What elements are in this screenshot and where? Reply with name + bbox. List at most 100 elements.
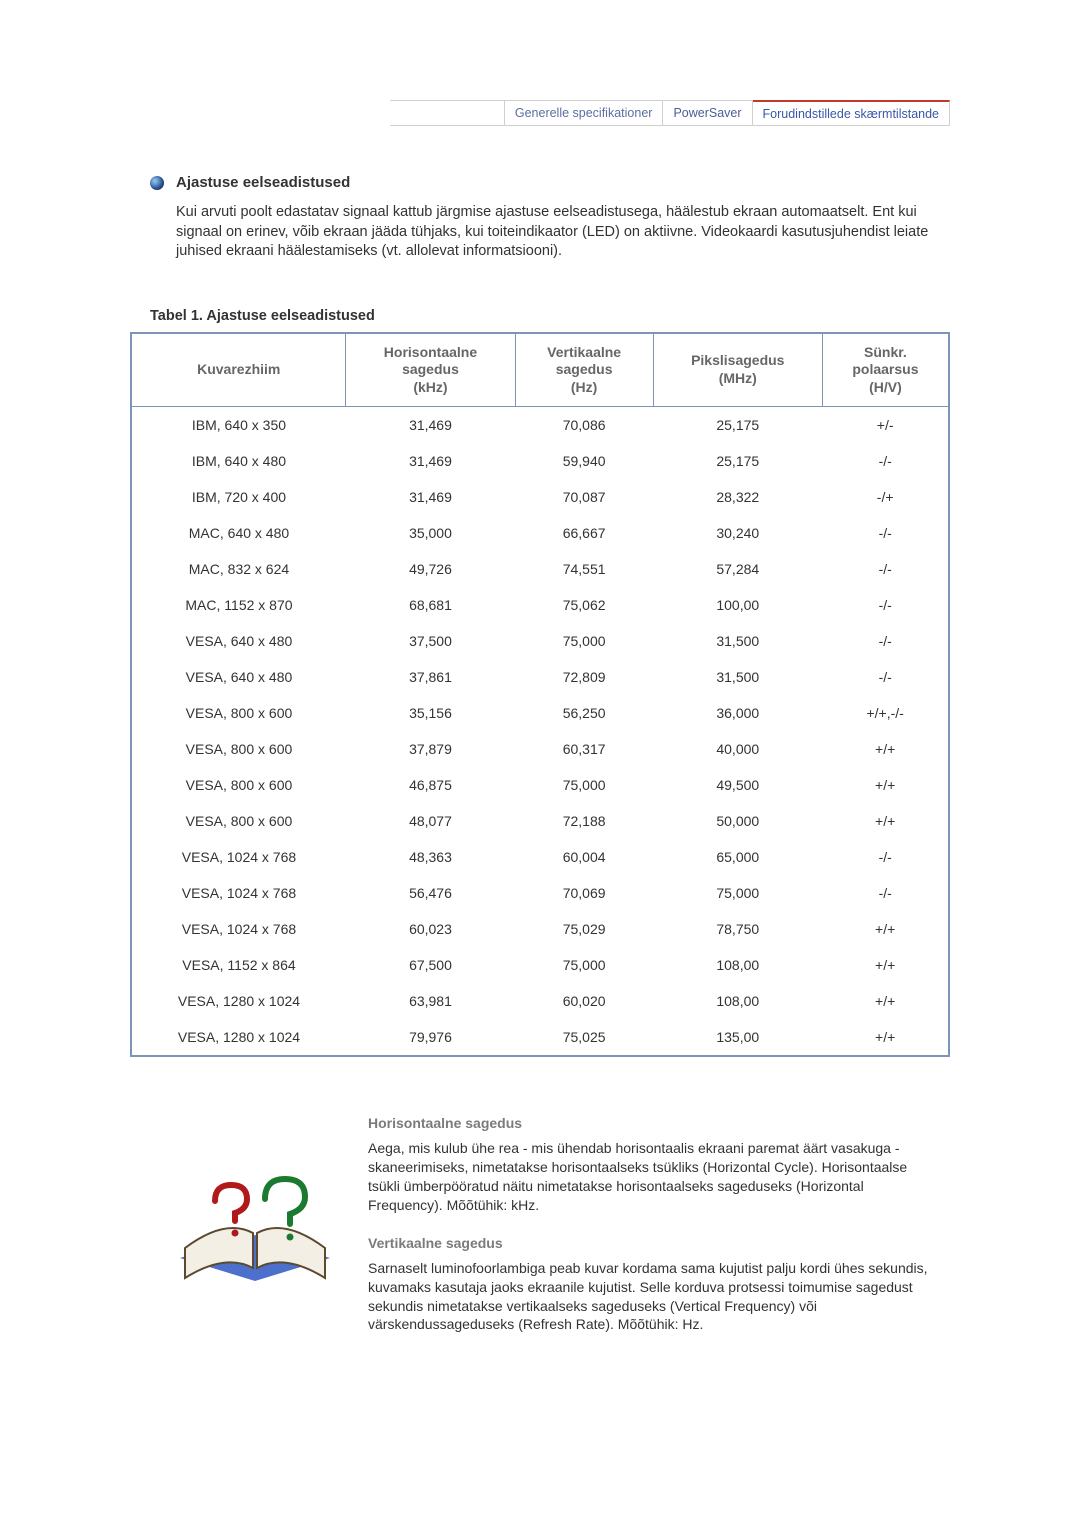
table-cell: 37,500 [346, 623, 515, 659]
table-cell: MAC, 1152 x 870 [131, 587, 346, 623]
table-cell: +/+ [822, 911, 949, 947]
table-cell: 75,000 [515, 947, 653, 983]
table-cell: 108,00 [653, 983, 822, 1019]
table-cell: 68,681 [346, 587, 515, 623]
table-cell: +/+ [822, 731, 949, 767]
table-cell: VESA, 1280 x 1024 [131, 1019, 346, 1056]
table-cell: 75,000 [515, 767, 653, 803]
hfreq-body: Aega, mis kulub ühe rea - mis ühendab ho… [368, 1139, 930, 1215]
table-row: VESA, 1280 x 102463,98160,020108,00+/+ [131, 983, 949, 1019]
table-row: VESA, 800 x 60048,07772,18850,000+/+ [131, 803, 949, 839]
table-cell: 48,077 [346, 803, 515, 839]
tab-powersaver[interactable]: PowerSaver [663, 101, 752, 125]
table-row: VESA, 1280 x 102479,97675,025135,00+/+ [131, 1019, 949, 1056]
table-cell: +/+ [822, 983, 949, 1019]
section-title: Ajastuse eelseadistused [176, 174, 350, 191]
table-cell: 72,809 [515, 659, 653, 695]
table-row: VESA, 640 x 48037,50075,00031,500-/- [131, 623, 949, 659]
table-cell: 63,981 [346, 983, 515, 1019]
table-cell: 60,004 [515, 839, 653, 875]
table-row: MAC, 1152 x 87068,68175,062100,00-/- [131, 587, 949, 623]
table-cell: 60,317 [515, 731, 653, 767]
table-cell: +/+ [822, 803, 949, 839]
table-cell: IBM, 640 x 480 [131, 443, 346, 479]
table-row: VESA, 1024 x 76848,36360,00465,000-/- [131, 839, 949, 875]
table-cell: VESA, 1024 x 768 [131, 875, 346, 911]
table-cell: -/- [822, 443, 949, 479]
tab-preset-modes[interactable]: Forudindstillede skærmtilstande [753, 100, 950, 125]
table-cell: 35,156 [346, 695, 515, 731]
table-row: VESA, 800 x 60037,87960,31740,000+/+ [131, 731, 949, 767]
table-cell: 49,726 [346, 551, 515, 587]
vfreq-title: Vertikaalne sagedus [368, 1235, 930, 1251]
table-cell: 25,175 [653, 407, 822, 444]
table-cell: 35,000 [346, 515, 515, 551]
table-cell: 60,023 [346, 911, 515, 947]
table-cell: 40,000 [653, 731, 822, 767]
table-cell: 37,879 [346, 731, 515, 767]
table-cell: IBM, 640 x 350 [131, 407, 346, 444]
table-header-row: Kuvarezhiim Horisontaalnesagedus(kHz) Ve… [131, 333, 949, 407]
table-row: VESA, 800 x 60035,15656,25036,000+/+,-/- [131, 695, 949, 731]
intro-paragraph: Kui arvuti poolt edastatav signaal kattu… [176, 203, 930, 262]
tab-general-spec[interactable]: Generelle specifikationer [504, 101, 664, 125]
table-cell: MAC, 832 x 624 [131, 551, 346, 587]
table-cell: 25,175 [653, 443, 822, 479]
table-cell: -/- [822, 551, 949, 587]
table-cell: 31,469 [346, 407, 515, 444]
table-cell: +/- [822, 407, 949, 444]
table-row: VESA, 1024 x 76860,02375,02978,750+/+ [131, 911, 949, 947]
col-pixel: Pikslisagedus(MHz) [653, 333, 822, 407]
table-cell: 67,500 [346, 947, 515, 983]
table-cell: VESA, 640 x 480 [131, 623, 346, 659]
table-cell: 57,284 [653, 551, 822, 587]
table-cell: VESA, 800 x 600 [131, 695, 346, 731]
table-cell: 31,500 [653, 623, 822, 659]
table-cell: VESA, 800 x 600 [131, 803, 346, 839]
table-cell: 56,250 [515, 695, 653, 731]
table-cell: -/- [822, 839, 949, 875]
bullet-icon [150, 176, 164, 190]
table-cell: +/+,-/- [822, 695, 949, 731]
table-cell: 37,861 [346, 659, 515, 695]
table-cell: 36,000 [653, 695, 822, 731]
table-caption: Tabel 1. Ajastuse eelseadistused [150, 308, 950, 324]
table-cell: +/+ [822, 1019, 949, 1056]
table-cell: 66,667 [515, 515, 653, 551]
table-cell: 75,062 [515, 587, 653, 623]
table-cell: 31,469 [346, 443, 515, 479]
table-cell: 30,240 [653, 515, 822, 551]
table-cell: -/- [822, 515, 949, 551]
table-row: VESA, 800 x 60046,87575,00049,500+/+ [131, 767, 949, 803]
table-cell: 78,750 [653, 911, 822, 947]
table-row: VESA, 1152 x 86467,50075,000108,00+/+ [131, 947, 949, 983]
timing-presets-table: Kuvarezhiim Horisontaalnesagedus(kHz) Ve… [130, 332, 950, 1058]
table-cell: 100,00 [653, 587, 822, 623]
table-cell: VESA, 1152 x 864 [131, 947, 346, 983]
table-cell: 70,086 [515, 407, 653, 444]
table-cell: 31,469 [346, 479, 515, 515]
table-row: VESA, 1024 x 76856,47670,06975,000-/- [131, 875, 949, 911]
table-cell: -/- [822, 875, 949, 911]
table-cell: 135,00 [653, 1019, 822, 1056]
table-row: VESA, 640 x 48037,86172,80931,500-/- [131, 659, 949, 695]
table-cell: IBM, 720 x 400 [131, 479, 346, 515]
col-vfreq: Vertikaalnesagedus(Hz) [515, 333, 653, 407]
table-cell: 56,476 [346, 875, 515, 911]
table-cell: 46,875 [346, 767, 515, 803]
table-cell: 59,940 [515, 443, 653, 479]
table-cell: VESA, 640 x 480 [131, 659, 346, 695]
table-cell: MAC, 640 x 480 [131, 515, 346, 551]
table-cell: 79,976 [346, 1019, 515, 1056]
table-cell: VESA, 1024 x 768 [131, 911, 346, 947]
table-row: MAC, 832 x 62449,72674,55157,284-/- [131, 551, 949, 587]
table-cell: -/- [822, 587, 949, 623]
table-cell: -/- [822, 659, 949, 695]
table-cell: 75,025 [515, 1019, 653, 1056]
table-row: IBM, 640 x 35031,46970,08625,175+/- [131, 407, 949, 444]
vfreq-body: Sarnaselt luminofoorlambiga peab kuvar k… [368, 1259, 930, 1335]
col-hfreq: Horisontaalnesagedus(kHz) [346, 333, 515, 407]
table-cell: +/+ [822, 947, 949, 983]
table-cell: 70,069 [515, 875, 653, 911]
table-cell: 72,188 [515, 803, 653, 839]
